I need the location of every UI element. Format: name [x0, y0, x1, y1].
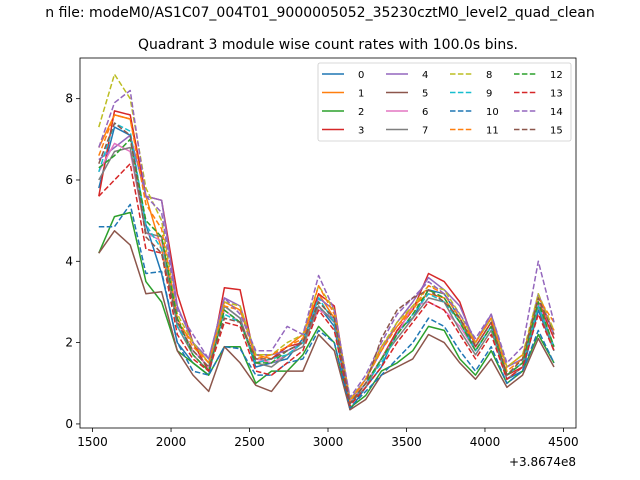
figure-title: n file: modeM0/AS1C07_004T01_9000005052_…	[45, 5, 594, 21]
y-tick-label: 2	[65, 336, 73, 350]
legend-label-3: 3	[358, 126, 364, 137]
legend-label-2: 2	[358, 107, 364, 118]
y-tick-label: 4	[65, 254, 73, 268]
series-line-13	[98, 162, 555, 407]
legend-label-0: 0	[358, 70, 364, 81]
series-line-11	[98, 114, 555, 403]
x-tick-label: 2500	[234, 435, 265, 449]
y-axis: 0 2 4 6 8	[65, 92, 80, 431]
legend-label-13: 13	[550, 89, 563, 100]
legend-label-8: 8	[486, 70, 492, 81]
series-line-15	[98, 122, 555, 405]
chart-title: Quadrant 3 module wise count rates with …	[138, 37, 518, 53]
x-tick-label: 3500	[391, 435, 422, 449]
series-line-12	[98, 138, 555, 405]
legend-label-5: 5	[422, 89, 428, 100]
series-line-5	[98, 230, 555, 411]
legend-label-6: 6	[422, 107, 428, 118]
x-axis-offset-label: +3.8674e8	[509, 455, 576, 469]
legend-label-4: 4	[422, 70, 428, 81]
x-tick-label: 4000	[470, 435, 501, 449]
x-tick-label: 3000	[313, 435, 344, 449]
x-tick-label: 4500	[548, 435, 579, 449]
series-layer	[98, 73, 555, 411]
y-tick-label: 8	[65, 92, 73, 106]
legend-label-11: 11	[486, 126, 499, 137]
y-tick-label: 0	[65, 417, 73, 431]
legend-label-7: 7	[422, 126, 428, 137]
x-tick-label: 2000	[156, 435, 187, 449]
legend-label-12: 12	[550, 70, 563, 81]
legend-label-14: 14	[550, 107, 563, 118]
series-line-14	[98, 89, 555, 399]
x-axis: 1500 2000 2500 3000 3500 4000 4500	[77, 428, 579, 449]
legend-box	[317, 62, 572, 142]
series-line-10	[98, 203, 555, 409]
legend-label-1: 1	[358, 89, 364, 100]
y-tick-label: 6	[65, 173, 73, 187]
legend-label-15: 15	[550, 126, 563, 137]
series-line-9	[98, 122, 555, 405]
x-tick-label: 1500	[77, 435, 108, 449]
legend-label-10: 10	[486, 107, 499, 118]
legend-label-9: 9	[486, 89, 492, 100]
